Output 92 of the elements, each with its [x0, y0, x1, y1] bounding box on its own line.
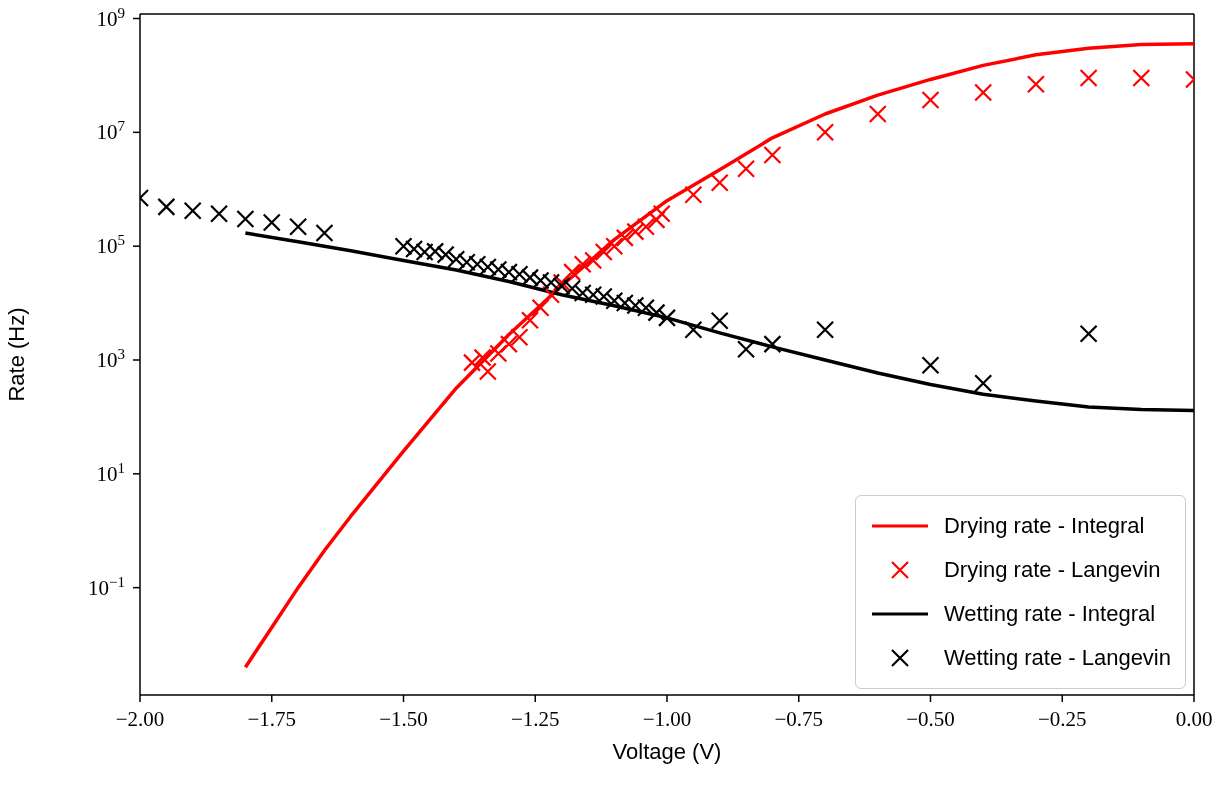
x-tick-label: −1.75	[247, 707, 297, 731]
point	[236, 209, 255, 229]
y-tick-label: 10$^{7}$	[96, 118, 126, 145]
y-tick-label: 10$^{3}$	[96, 346, 125, 372]
x-tick-label: −1.25	[510, 707, 560, 731]
point	[541, 285, 561, 304]
point	[531, 271, 550, 290]
legend-label: Wetting rate - Langevin	[943, 645, 1171, 671]
point	[1079, 324, 1098, 343]
point	[584, 285, 603, 304]
y-tick-label: 10$^{9}$	[96, 4, 125, 31]
point	[636, 217, 656, 236]
y-tick-label: 10$^{5}$	[96, 232, 125, 259]
point	[605, 237, 624, 256]
point	[262, 213, 281, 232]
x-tick-label: −0.75	[774, 707, 824, 731]
point	[657, 308, 677, 327]
point	[520, 311, 540, 330]
point	[710, 311, 729, 330]
point	[541, 273, 561, 292]
point	[921, 90, 940, 110]
point	[462, 353, 482, 372]
x-tick-label: −0.50	[906, 707, 955, 731]
point	[816, 320, 835, 339]
point	[531, 298, 550, 317]
point	[209, 204, 229, 223]
point	[615, 293, 634, 313]
point	[626, 296, 645, 315]
point	[594, 242, 613, 262]
point	[573, 255, 592, 274]
point	[447, 250, 466, 269]
point	[510, 328, 529, 347]
point	[478, 257, 497, 277]
point	[652, 204, 671, 223]
point	[563, 263, 582, 282]
point	[626, 222, 645, 241]
legend-label: Drying rate - Integral	[943, 513, 1145, 539]
point	[594, 287, 613, 306]
x-tick-label: −1.50	[379, 707, 428, 731]
x-tick-label: −2.00	[115, 707, 165, 731]
point	[499, 335, 518, 354]
point	[183, 201, 202, 220]
legend-label: Wetting rate - Integral	[943, 601, 1156, 627]
point	[921, 356, 940, 375]
point	[763, 145, 782, 165]
point	[315, 223, 334, 243]
point	[974, 374, 993, 393]
point	[816, 123, 835, 142]
point	[1132, 68, 1151, 88]
point	[563, 279, 582, 298]
point	[404, 239, 424, 259]
point	[289, 217, 308, 236]
point	[468, 255, 487, 274]
point	[615, 228, 634, 247]
point	[157, 197, 176, 216]
point	[552, 273, 571, 292]
point	[584, 251, 603, 270]
point	[684, 320, 703, 339]
point	[478, 362, 497, 381]
point	[684, 185, 703, 204]
line-series	[243, 42, 1194, 669]
point	[573, 283, 592, 303]
x-tick-label: 0.00	[1175, 707, 1213, 731]
x-tick-label: −1.00	[642, 707, 692, 731]
point	[552, 276, 571, 296]
point	[394, 237, 413, 256]
point	[736, 340, 756, 359]
point	[710, 173, 729, 192]
point	[636, 298, 656, 317]
x-axis-title: Voltage (V)	[612, 739, 722, 764]
y-tick-label: 10$^{−1}$	[88, 573, 125, 600]
point	[415, 242, 434, 262]
point	[868, 104, 887, 124]
point	[426, 242, 445, 261]
x-tick-label: −0.25	[1037, 707, 1087, 731]
point	[605, 291, 624, 310]
point	[974, 83, 993, 102]
point	[763, 335, 782, 354]
point	[647, 303, 666, 322]
point	[1026, 75, 1045, 94]
point	[510, 265, 529, 284]
point	[499, 263, 518, 282]
point	[520, 268, 540, 287]
point	[489, 260, 508, 279]
y-tick-label: 10$^{1}$	[96, 459, 125, 486]
legend-label: Drying rate - Langevin	[943, 557, 1161, 583]
point	[736, 159, 756, 178]
point	[457, 253, 476, 272]
point	[436, 245, 455, 264]
y-axis-title: Rate (Hz)	[3, 307, 29, 402]
point	[1079, 68, 1098, 88]
point	[647, 210, 666, 229]
